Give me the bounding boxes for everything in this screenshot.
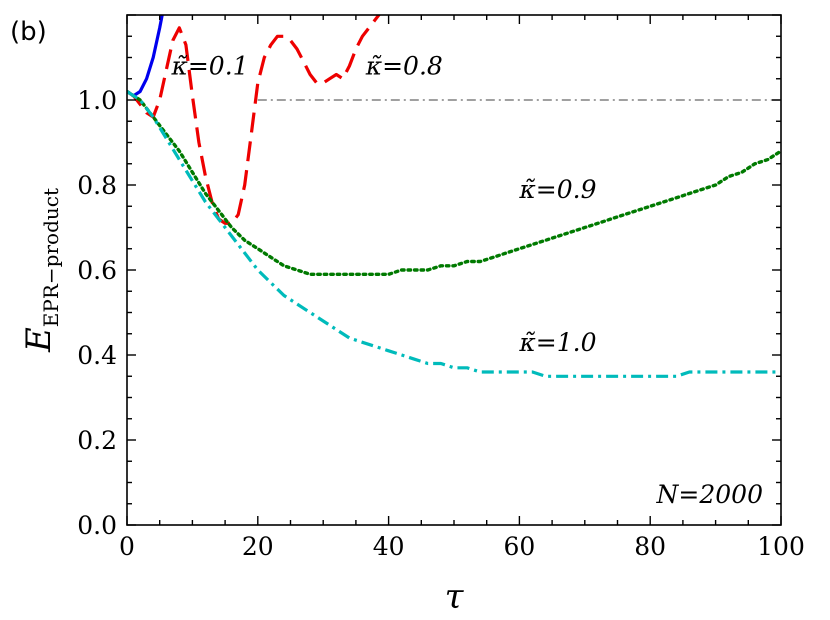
y-tick-label: 0.2 (77, 426, 117, 455)
y-tick-label: 1.0 (77, 86, 117, 115)
x-tick-label: 80 (634, 532, 666, 561)
sample-size-annotation: N=2000 (656, 480, 764, 509)
y-tick-label: 0.0 (77, 511, 117, 540)
series-label-4: κ̃=1.0 (518, 328, 596, 357)
series-label-3: κ̃=0.9 (518, 175, 596, 204)
series-line-2 (127, 15, 381, 225)
x-tick-labels: 0 20 40 60 80 100 (119, 532, 805, 561)
x-tick-label: 100 (757, 532, 805, 561)
series-line-1 (127, 15, 164, 98)
series-line-3 (127, 89, 781, 276)
series-group (127, 15, 781, 378)
x-tick-label: 0 (119, 532, 135, 561)
x-tick-label: 40 (373, 532, 405, 561)
y-tick-labels: 0.0 0.2 0.4 0.6 0.8 1.0 (77, 86, 117, 540)
series-labels: κ̃=0.1 κ̃=0.8 κ̃=0.9 κ̃=1.0 (170, 52, 596, 357)
x-axis-label: τ (445, 577, 465, 617)
series-line-4 (127, 90, 781, 378)
y-tick-label: 0.8 (77, 171, 117, 200)
series-label-2: κ̃=0.8 (365, 52, 443, 81)
x-tick-label: 20 (242, 532, 274, 561)
y-axis-label-subscript: EPR−product (39, 188, 63, 327)
y-tick-label: 0.4 (77, 341, 117, 370)
y-axis-label: EEPR−product (19, 188, 63, 353)
svg-text:EEPR−product: EEPR−product (19, 188, 63, 353)
plot-frame (126, 14, 782, 526)
y-tick-label: 0.6 (77, 256, 117, 285)
axis-ticks (126, 14, 782, 526)
x-tick-label: 60 (503, 532, 535, 561)
y-axis-label-main: E (19, 327, 59, 353)
series-label-1: κ̃=0.1 (170, 52, 248, 81)
panel-label: (b) (10, 17, 47, 47)
